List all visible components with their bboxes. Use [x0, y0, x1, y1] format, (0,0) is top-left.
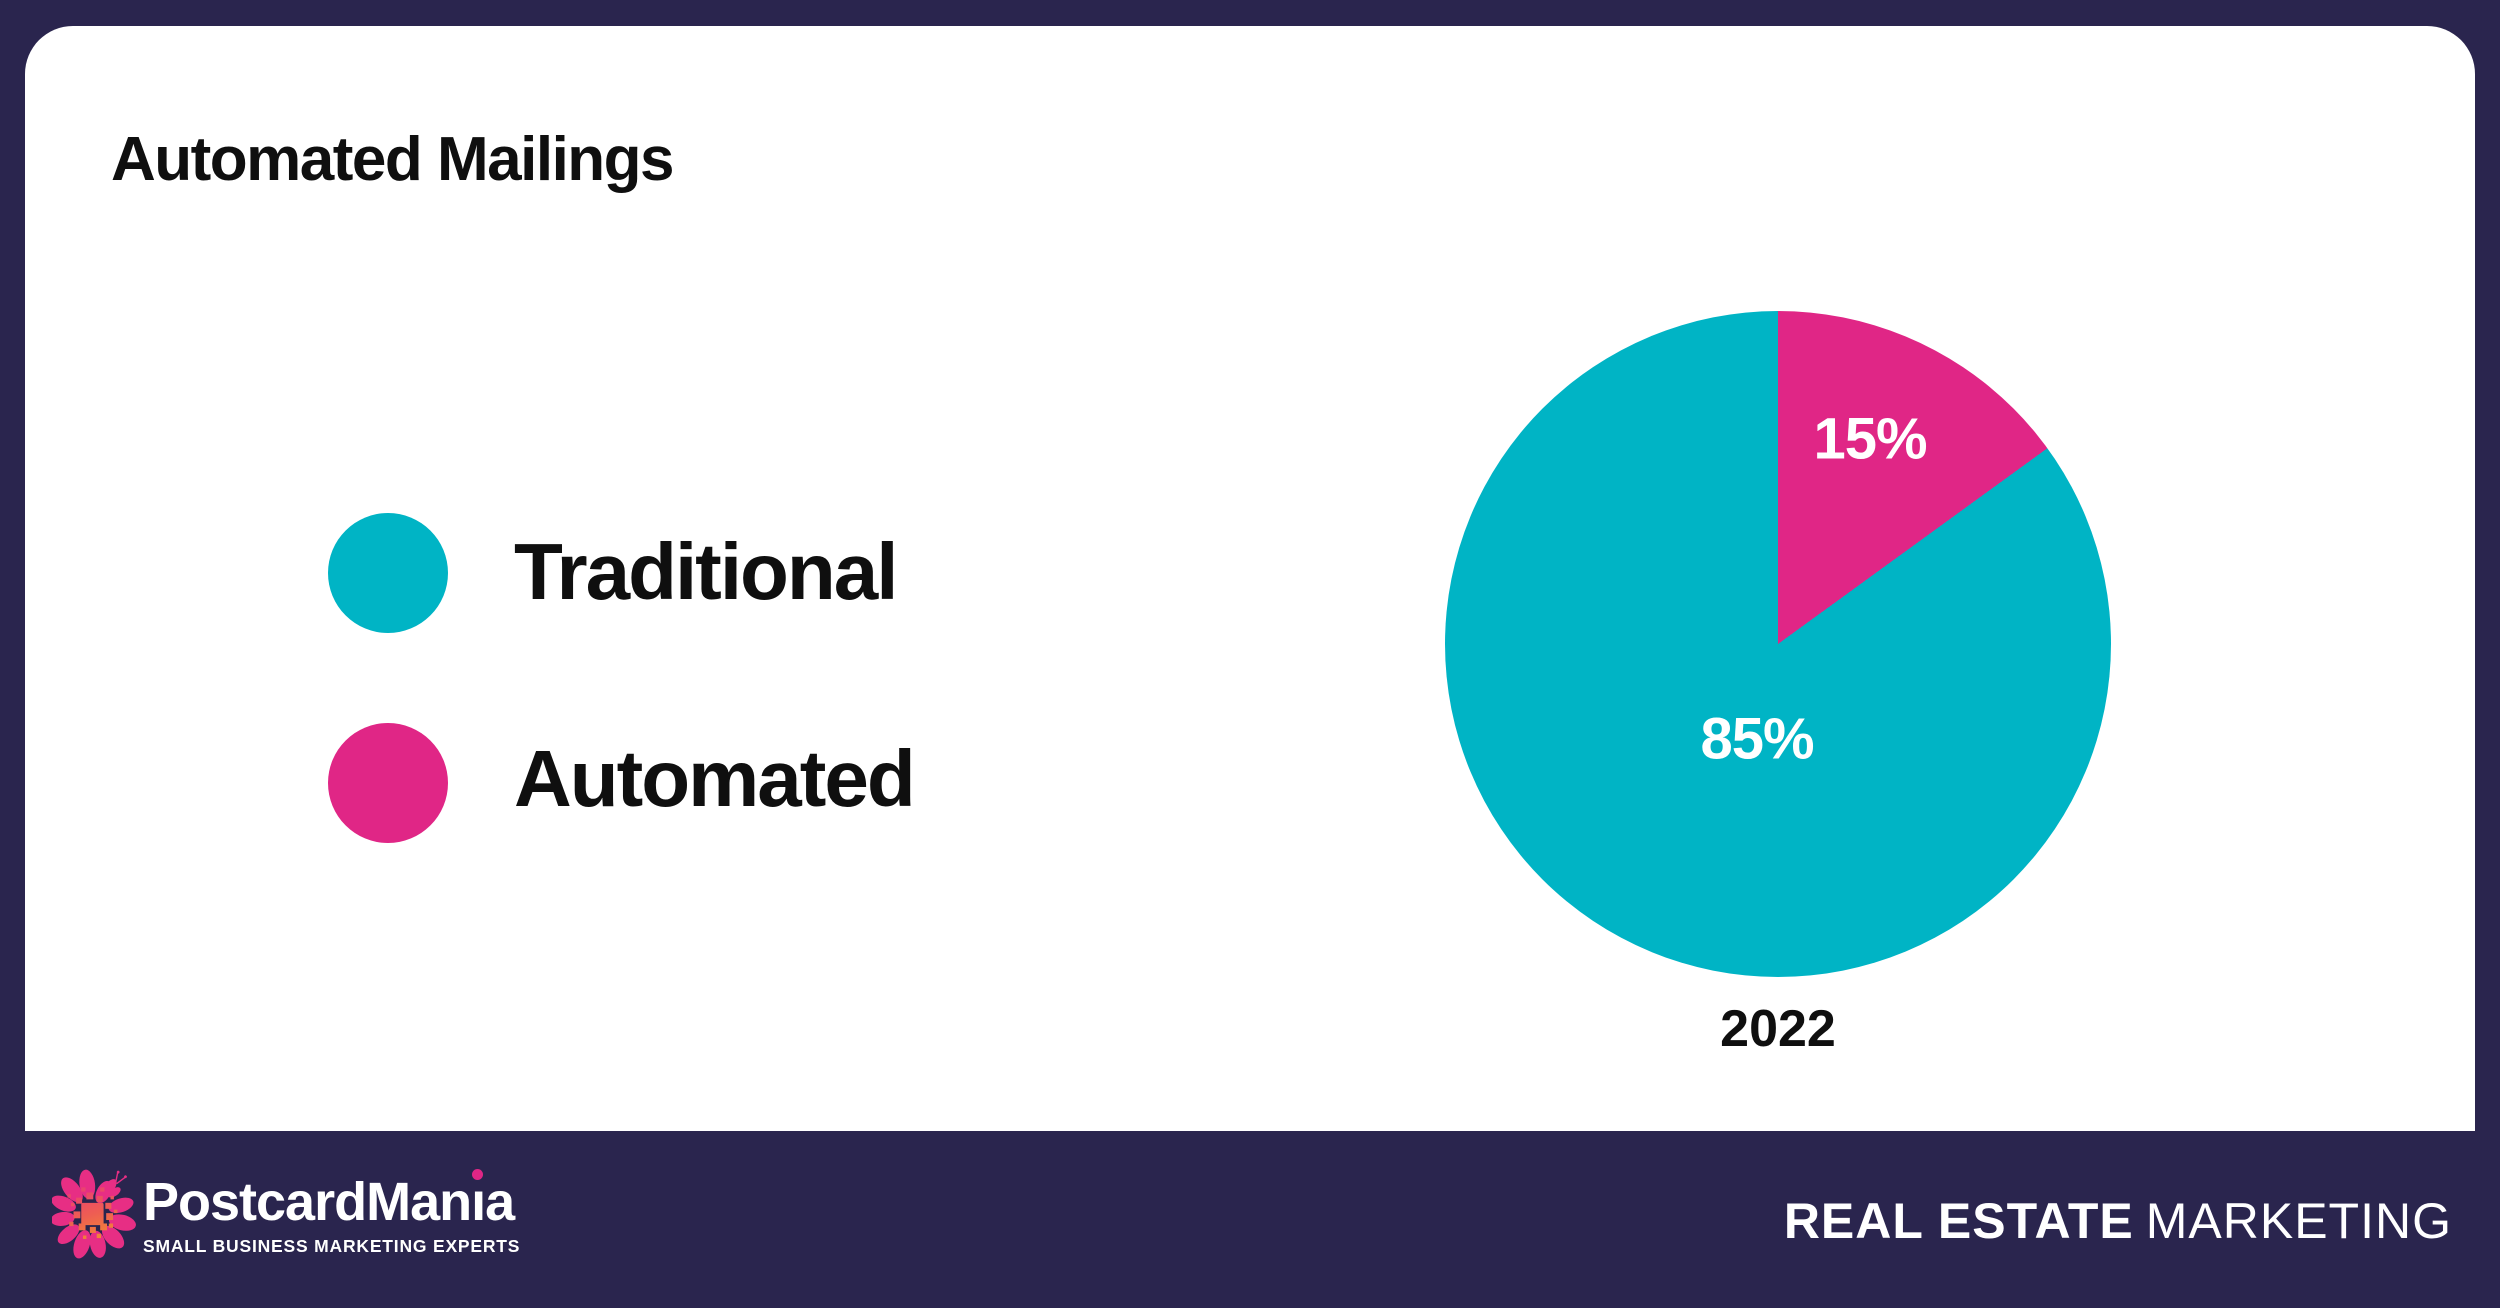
pie-axis-year-label: 2022: [1720, 1000, 1836, 1058]
brand-name-part1: PostcardMan: [143, 1172, 472, 1232]
pie-slice-label-automated: 15%: [1813, 406, 1927, 472]
brand-name-idot: ı: [471, 1169, 486, 1232]
pie-chart: 15% 85%: [1445, 311, 2111, 977]
legend-swatch-traditional: [328, 513, 448, 633]
chart-title: Automated Mailings: [111, 125, 675, 194]
pie-chart-group: 15% 85% 2022: [1445, 311, 2111, 1059]
pie-slice-label-traditional: 85%: [1700, 706, 1814, 772]
brand-block: PostcardManıa SMALL BUSINESS MARKETING E…: [143, 1169, 521, 1257]
legend-label-automated: Automated: [514, 734, 916, 823]
footer-category-title: REAL ESTATE MARKETING: [1784, 1196, 2452, 1246]
chart-card: Automated Mailings Traditional Automated…: [25, 26, 2475, 1131]
brand-name-part3: a: [485, 1172, 515, 1232]
footer-category-bold: REAL ESTATE: [1783, 1193, 2134, 1249]
legend-label-traditional: Traditional: [514, 527, 898, 616]
postcardmania-flower-logo-icon: [52, 1169, 136, 1259]
brand-name: PostcardManıa: [143, 1169, 520, 1232]
footer-category-regular: MARKETING: [2145, 1193, 2452, 1249]
brand-tagline: SMALL BUSINESS MARKETING EXPERTS: [143, 1236, 521, 1256]
legend-swatch-automated: [328, 723, 448, 843]
